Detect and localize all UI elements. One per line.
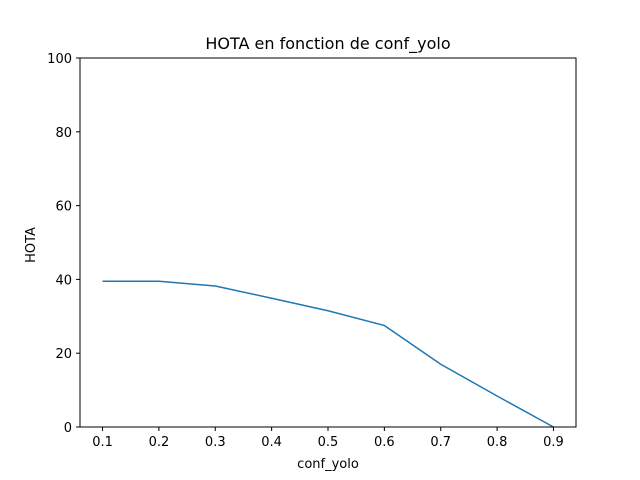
y-axis: 0 20 40 60 80 100 [47, 52, 80, 436]
y-tick-label: 40 [55, 273, 72, 288]
x-axis: 0.1 0.2 0.3 0.4 0.5 0.6 0.7 0.8 0.9 [92, 427, 564, 450]
plot-area [102, 280, 554, 428]
y-tick-label: 100 [47, 52, 72, 67]
x-tick-label: 0.5 [318, 435, 339, 450]
x-tick-label: 0.6 [374, 435, 395, 450]
y-tick-label: 80 [55, 126, 72, 141]
chart-title: HOTA en fonction de conf_yolo [205, 34, 450, 54]
x-tick-label: 0.3 [205, 435, 226, 450]
x-tick-label: 0.4 [261, 435, 282, 450]
y-axis-label: HOTA [24, 227, 39, 263]
y-tick-label: 20 [55, 347, 72, 362]
x-tick-label: 0.8 [487, 435, 508, 450]
x-axis-label: conf_yolo [297, 457, 359, 472]
x-tick-label: 0.2 [149, 435, 170, 450]
series-line-hota [102, 280, 554, 428]
x-tick-label: 0.7 [430, 435, 451, 450]
x-tick-label: 0.1 [92, 435, 113, 450]
x-tick-label: 0.9 [543, 435, 564, 450]
y-tick-label: 0 [64, 421, 72, 436]
y-tick-label: 60 [55, 200, 72, 215]
plot-frame [79, 57, 577, 428]
